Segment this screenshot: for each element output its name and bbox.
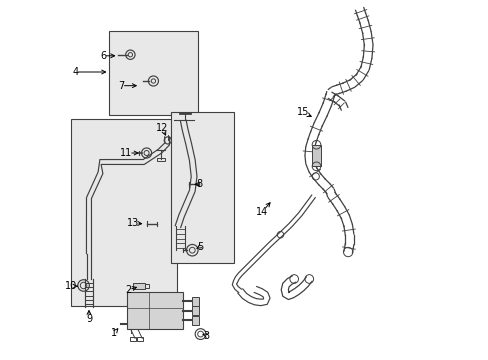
Text: 9: 9: [86, 311, 92, 324]
Bar: [109, 31, 197, 115]
Text: 15: 15: [296, 107, 310, 117]
Bar: [157, 158, 164, 161]
Bar: [192, 297, 199, 306]
Bar: [127, 292, 183, 329]
Text: 12: 12: [156, 123, 168, 135]
Text: 4: 4: [72, 67, 105, 77]
Text: 3: 3: [203, 330, 209, 341]
Bar: [71, 119, 177, 306]
Bar: [129, 337, 136, 341]
Text: 14: 14: [255, 203, 269, 217]
Text: 6: 6: [100, 51, 114, 61]
Bar: [170, 112, 233, 263]
Text: 1: 1: [111, 328, 118, 338]
Text: 2: 2: [125, 285, 136, 295]
Text: 13: 13: [126, 218, 142, 228]
Bar: [311, 145, 320, 166]
Bar: [192, 306, 199, 315]
Bar: [192, 316, 199, 325]
Bar: [133, 283, 145, 289]
Bar: [137, 337, 143, 341]
Text: 10: 10: [65, 281, 77, 291]
Text: 8: 8: [195, 179, 202, 189]
Text: 11: 11: [120, 148, 138, 158]
Text: 5: 5: [196, 242, 203, 252]
Text: 7: 7: [118, 81, 136, 91]
Bar: [145, 284, 149, 288]
